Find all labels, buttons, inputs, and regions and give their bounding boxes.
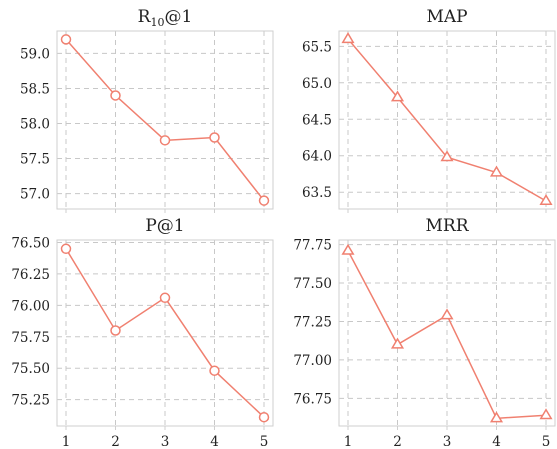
data-point-triangle [390, 337, 405, 349]
y-tick-label: 58.5 [20, 81, 50, 97]
subplot-title: MRR [425, 216, 469, 236]
subplot-2: 63.5 64.0 64.5 65.0 65.5 MAP [302, 7, 556, 213]
y-tick-label: 77.75 [293, 238, 332, 254]
subplot-4: 76.75 77.00 77.25 77.50 77.75 1 2 3 4 5 MRR [293, 216, 556, 449]
x-tick-label: 2 [111, 434, 120, 449]
y-tick-label: 64.0 [302, 149, 332, 165]
x-tick-label: 5 [542, 434, 551, 449]
y-tick-label: 58.0 [20, 117, 50, 133]
y-tick-label: 76.25 [11, 267, 50, 283]
data-point-circle [159, 135, 171, 146]
x-tick-label: 1 [344, 434, 353, 449]
y-tick-label: 57.0 [20, 187, 50, 203]
y-tick-label: 75.25 [11, 393, 50, 409]
x-tick-label: 4 [492, 434, 501, 449]
data-point-triangle [489, 411, 504, 423]
x-tick-label: 5 [260, 434, 269, 449]
y-tick-label: 63.5 [302, 185, 332, 201]
subplot-title: R10@1 [138, 7, 193, 29]
data-point-triangle [440, 308, 454, 320]
x-tick-label: 1 [62, 434, 71, 449]
subplot-1: 57.0 57.5 58.0 58.5 59.0 R10@1 [20, 7, 274, 213]
y-tick-label: 75.50 [11, 361, 50, 377]
data-point-triangle [489, 165, 504, 177]
data-point-circle [258, 195, 270, 206]
data-point-circle [110, 325, 121, 336]
y-tick-label: 76.75 [293, 391, 332, 407]
x-tick-label: 4 [210, 434, 219, 449]
y-tick-label: 77.25 [293, 314, 332, 330]
y-tick-label: 64.5 [302, 112, 332, 128]
axes-frame [56, 30, 274, 210]
data-point-triangle [539, 194, 553, 206]
y-tick-label: 75.75 [11, 330, 50, 346]
data-point-circle [159, 292, 171, 304]
y-tick-label: 65.0 [302, 76, 332, 92]
y-tick-label: 77.00 [293, 353, 332, 369]
axes-frame [338, 30, 556, 210]
data-point-triangle [440, 150, 454, 162]
data-point-triangle [390, 90, 405, 102]
x-tick-label: 3 [161, 434, 170, 449]
x-tick-label: 3 [443, 434, 452, 449]
y-tick-label: 76.50 [11, 236, 50, 252]
subplot-title: P@1 [145, 216, 184, 236]
y-tick-label: 65.5 [302, 39, 332, 55]
data-point-triangle [341, 32, 355, 44]
data-point-circle [258, 411, 270, 423]
y-tick-label: 76.00 [11, 298, 50, 314]
data-point-triangle [539, 408, 553, 420]
y-tick-label: 77.50 [293, 276, 332, 292]
data-point-triangle [341, 243, 355, 255]
data-point-circle [209, 365, 220, 376]
data-point-circle [209, 132, 220, 143]
data-point-circle [60, 34, 72, 45]
data-point-circle [60, 243, 72, 255]
y-tick-label: 57.5 [20, 152, 50, 168]
subplot-3: 75.25 75.50 75.75 76.00 76.25 76.50 1 2 3 4 5 P@1 [11, 216, 274, 449]
y-tick-label: 59.0 [20, 46, 50, 62]
x-tick-label: 2 [393, 434, 402, 449]
data-point-circle [110, 90, 121, 101]
subplot-title: MAP [426, 7, 467, 27]
